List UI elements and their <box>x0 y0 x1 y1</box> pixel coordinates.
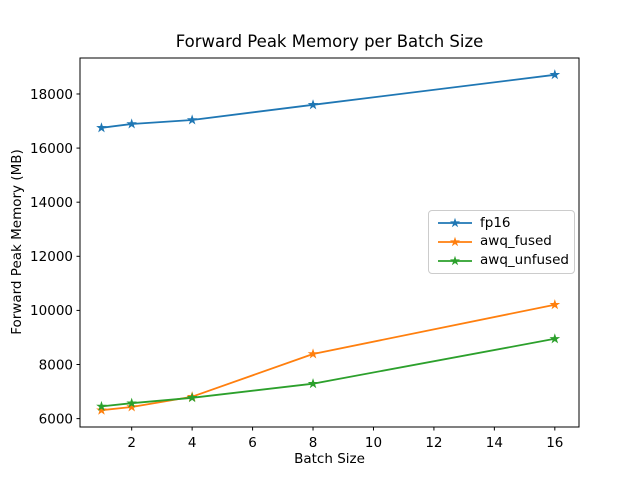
x-tick-label: 10 <box>365 435 382 451</box>
y-tick-label: 6000 <box>39 411 73 427</box>
legend-label-fp16: fp16 <box>480 214 511 231</box>
series-line-awq_unfused <box>101 337 555 408</box>
legend-label-awq_unfused: awq_unfused <box>480 251 569 268</box>
series-marker-fp16 <box>186 114 198 125</box>
x-tick-label: 14 <box>486 435 503 451</box>
series-line-awq_fused <box>101 303 555 412</box>
series-marker-awq_fused <box>549 299 561 310</box>
legend-entry-awq_fused: awq_fused <box>438 233 565 252</box>
y-tick-label: 14000 <box>30 195 73 211</box>
chart-title: Forward Peak Memory per Batch Size <box>175 32 484 51</box>
series-marker-awq_fused <box>96 404 107 415</box>
x-tick-label: 2 <box>127 435 136 451</box>
y-tick-label: 16000 <box>30 141 73 157</box>
x-tick-label: 4 <box>188 435 197 451</box>
y-tick-label: 18000 <box>30 87 73 103</box>
series-marker-awq_fused <box>307 348 319 359</box>
legend-swatch-awq_fused <box>438 236 472 247</box>
series-marker-awq_unfused <box>549 333 561 344</box>
series-marker-fp16 <box>307 99 319 110</box>
x-axis-label: Batch Size <box>294 451 365 467</box>
series-marker-awq_unfused <box>186 392 198 403</box>
series-marker-awq_unfused <box>126 397 138 408</box>
x-tick-label: 12 <box>425 435 442 451</box>
legend-marker <box>449 218 461 228</box>
legend-swatch-fp16 <box>438 218 472 228</box>
axes-spines <box>79 57 580 428</box>
legend: fp16 awq_fused awq_unfused <box>428 210 575 274</box>
x-tick-label: 16 <box>546 435 563 451</box>
x-tick-label: 8 <box>309 435 318 451</box>
legend-label-awq_fused: awq_fused <box>480 233 552 250</box>
legend-marker <box>449 255 461 265</box>
legend-marker <box>449 236 461 247</box>
series-marker-awq_unfused <box>96 400 107 411</box>
y-tick-label: 8000 <box>39 357 73 373</box>
y-axis-label: Forward Peak Memory (MB) <box>9 149 25 335</box>
y-tick-label: 12000 <box>30 249 73 265</box>
series-marker-awq_fused <box>126 401 138 412</box>
legend-entry-fp16: fp16 <box>438 214 565 233</box>
legend-entry-awq_unfused: awq_unfused <box>438 251 569 270</box>
series-marker-fp16 <box>549 69 561 80</box>
series-marker-fp16 <box>126 118 138 129</box>
series-marker-awq_unfused <box>307 378 319 389</box>
x-tick-label: 6 <box>248 435 257 451</box>
series-line-fp16 <box>101 73 555 129</box>
legend-swatch-awq_unfused <box>438 255 472 265</box>
series-marker-fp16 <box>96 122 107 133</box>
y-tick-label: 10000 <box>30 303 73 319</box>
